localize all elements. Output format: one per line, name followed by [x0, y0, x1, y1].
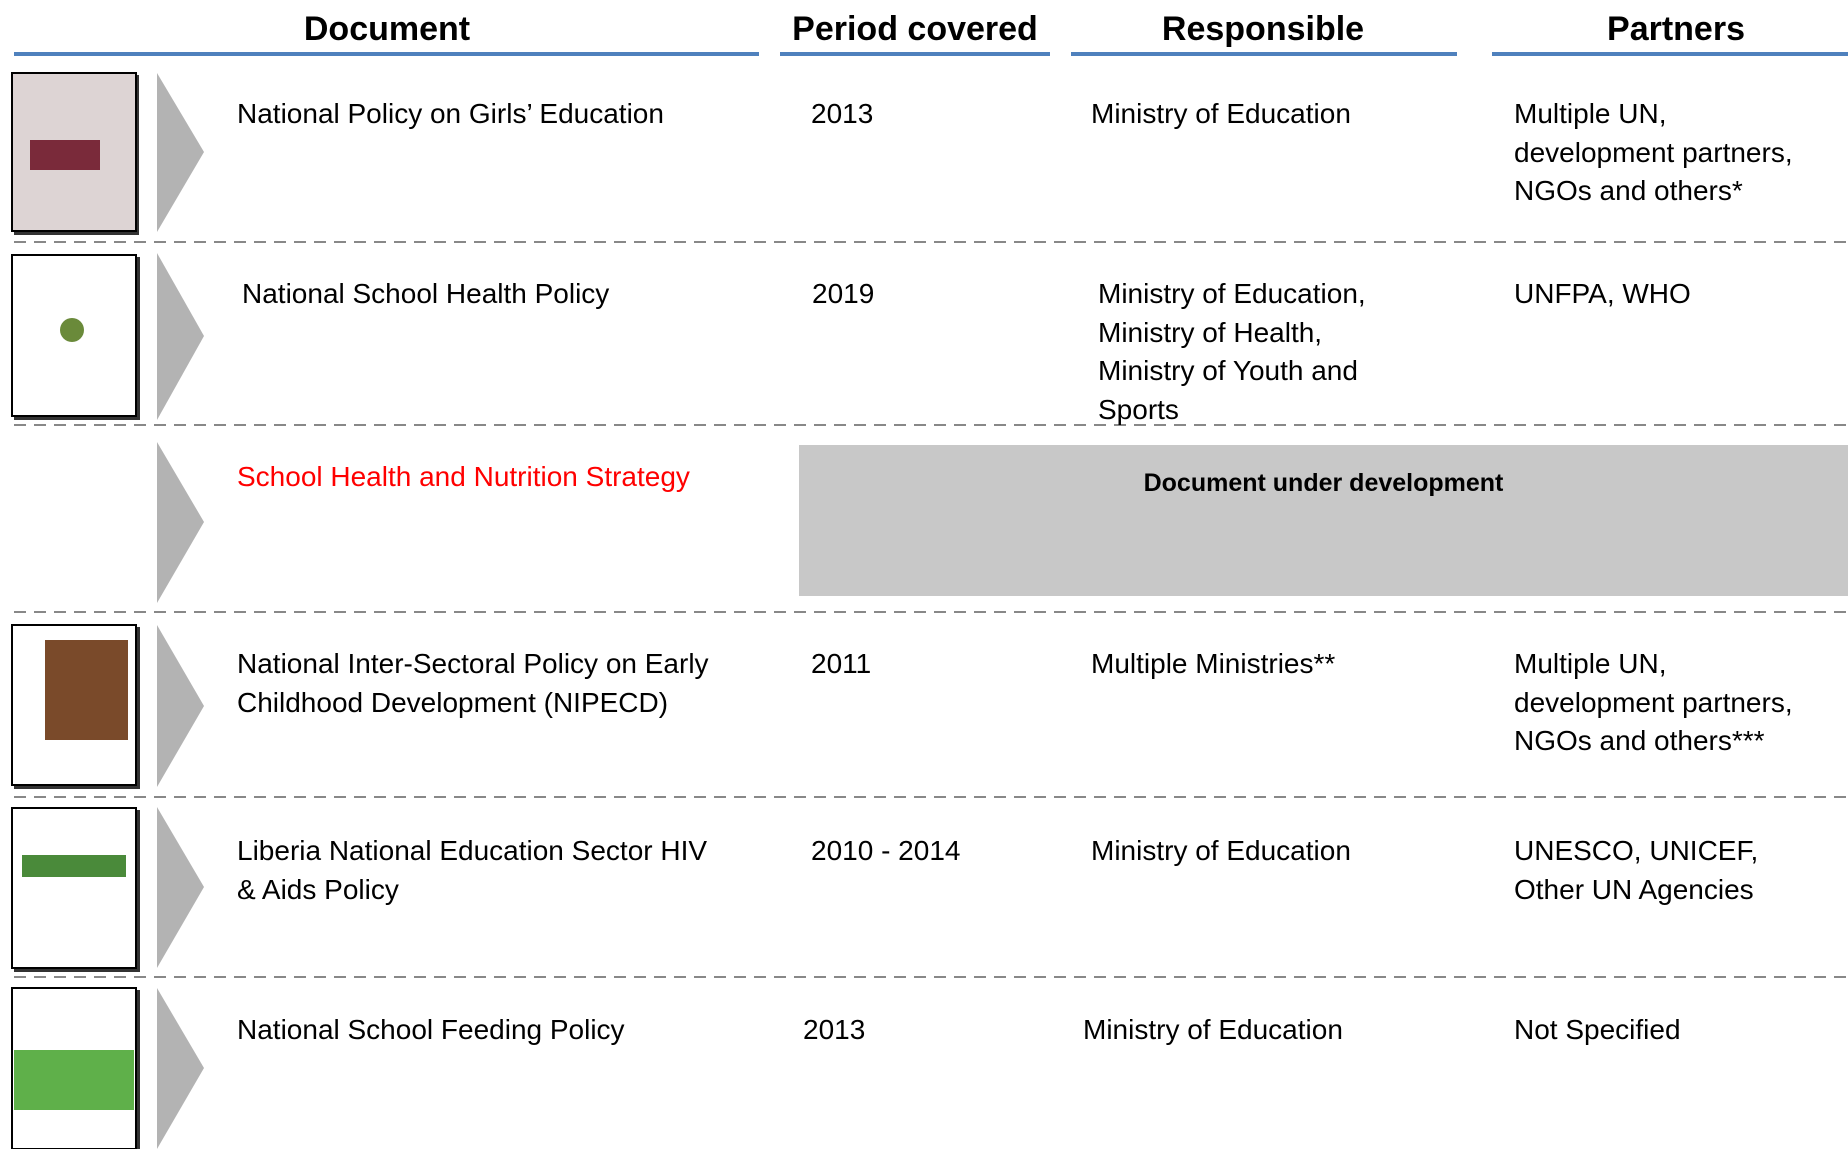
row-separators: [14, 241, 1848, 978]
thumbnails: [11, 72, 140, 1149]
partners-text: development partners,: [1514, 136, 1793, 168]
chevron: [157, 442, 204, 603]
thumbnail-band: [22, 855, 126, 877]
partners-text: Multiple UN,: [1514, 98, 1667, 129]
partners-text: NGOs and others*: [1514, 175, 1743, 206]
period-text: 2013: [811, 98, 874, 129]
document-text: National School Health Policy: [242, 278, 610, 309]
chevron: [157, 988, 204, 1149]
responsible-text: Ministry of Education: [1083, 1014, 1343, 1045]
status-box: Document under development: [799, 445, 1848, 596]
document-text: & Aids Policy: [237, 873, 399, 905]
document-text: National Policy on Girls’ Education: [237, 98, 664, 129]
partners-text: NGOs and others***: [1514, 725, 1765, 756]
period-text: 2011: [811, 648, 872, 679]
partners-text: Multiple UN,: [1514, 648, 1667, 679]
thumbnail-photo: [30, 140, 100, 170]
column-header: Partners: [1607, 10, 1745, 48]
period-text: 2013: [803, 1014, 866, 1045]
column-header: Period covered: [792, 10, 1038, 48]
document-text: National Inter-Sectoral Policy on Early: [237, 648, 709, 679]
column-header: Document: [303, 10, 471, 48]
chevron: [157, 625, 204, 787]
thumbnail-band: [14, 1050, 134, 1110]
responsible-text: Ministry of Education,: [1098, 278, 1366, 309]
responsible-text: Ministry of Youth and: [1098, 355, 1358, 386]
thumbnail-seal: [60, 318, 84, 342]
document-text: Childhood Development (NIPECD): [237, 686, 669, 718]
partners-text: development partners,: [1514, 686, 1793, 718]
responsible-text: Ministry of Health,: [1098, 316, 1323, 348]
column-header: Responsible: [1161, 10, 1365, 48]
document-text: Liberia National Education Sector HIV: [237, 835, 708, 866]
period-text: 2010 - 2014: [811, 835, 961, 866]
document-text: School Health and Nutrition Strategy: [237, 461, 690, 492]
responsible-text: Ministry of Education: [1091, 835, 1351, 866]
chevron: [157, 253, 204, 420]
thumbnail: [11, 807, 137, 969]
partners-text: Other UN Agencies: [1514, 873, 1754, 905]
responsible-text: Multiple Ministries**: [1091, 648, 1336, 679]
partners-text: Not Specified: [1514, 1014, 1681, 1045]
status-text: Document under development: [1143, 469, 1504, 497]
responsible-text: Ministry of Education: [1091, 98, 1351, 129]
document-text: National School Feeding Policy: [237, 1014, 625, 1045]
thumbnail-photo: [45, 640, 128, 740]
chevron: [157, 807, 204, 968]
responsible-text: Sports: [1098, 393, 1179, 425]
chevron: [157, 73, 204, 232]
partners-text: UNFPA, WHO: [1514, 278, 1691, 309]
chevrons: [157, 73, 204, 1149]
period-text: 2019: [812, 278, 875, 309]
partners-text: UNESCO, UNICEF,: [1514, 835, 1759, 866]
